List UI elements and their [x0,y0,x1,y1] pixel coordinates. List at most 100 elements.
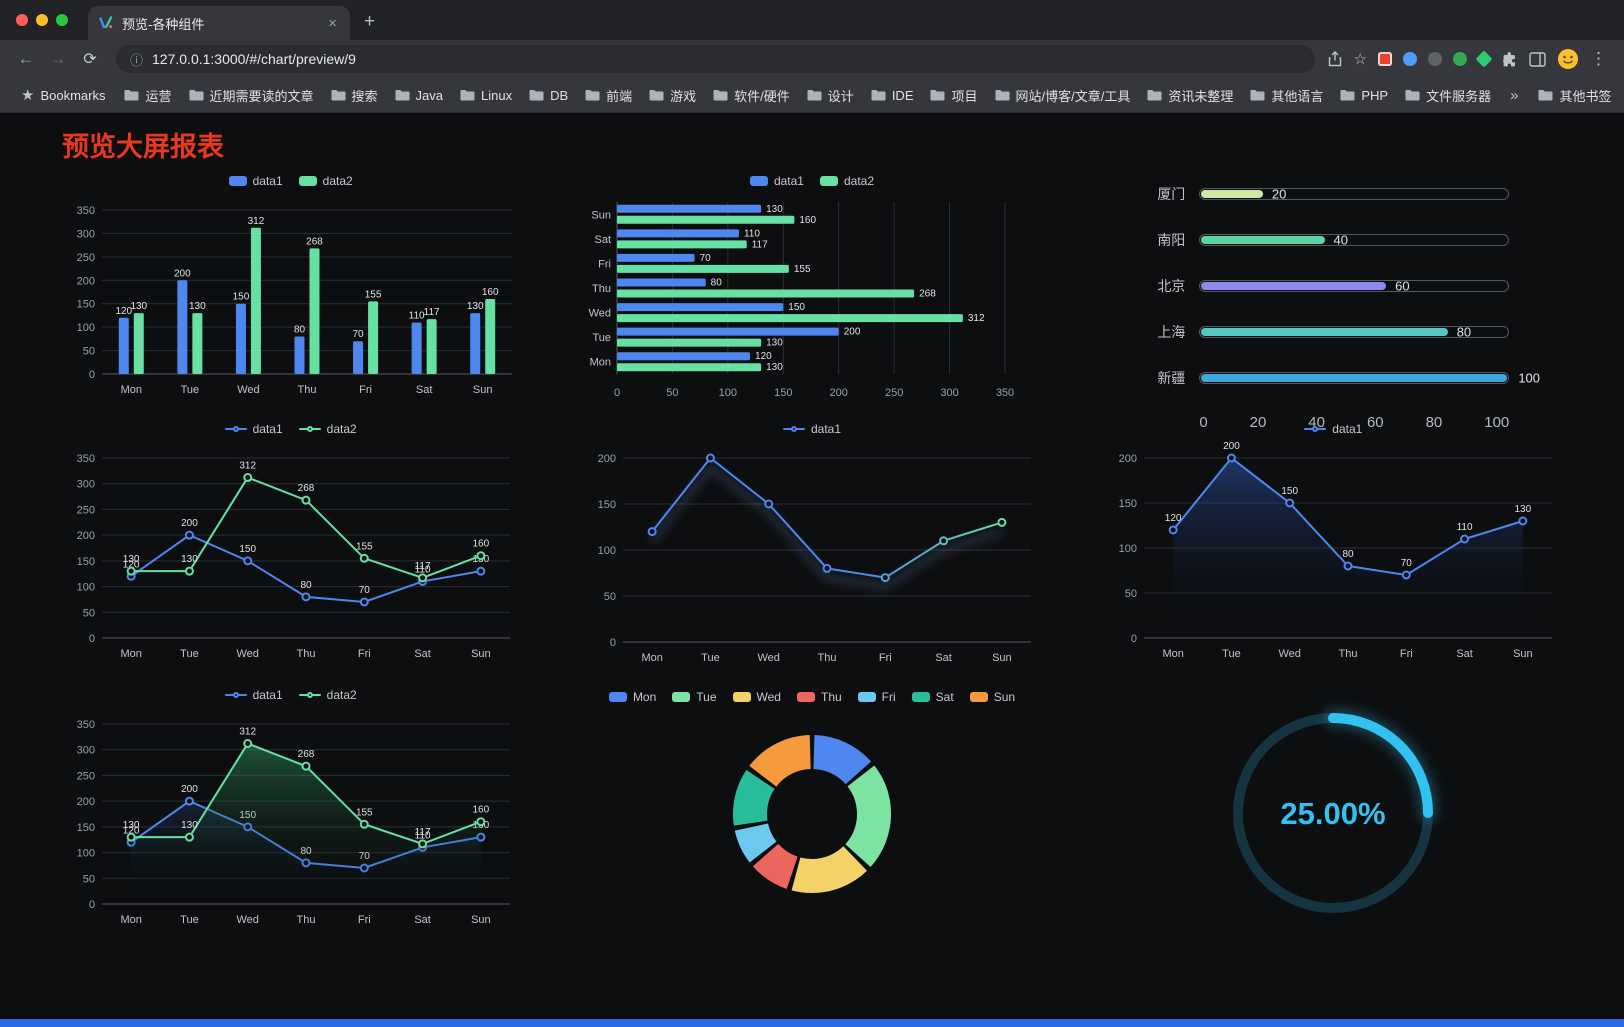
tab-favicon [98,15,114,31]
legend-item[interactable]: Sat [911,690,954,704]
share-icon[interactable] [1327,51,1343,67]
menu-icon[interactable]: ⋮ [1590,49,1608,68]
progress-track[interactable]: 100 [1199,372,1540,385]
legend-swatch [228,176,247,186]
bookmark-star-icon[interactable]: ☆ [1353,51,1367,68]
new-tab-button[interactable]: + [364,11,376,32]
svg-text:250: 250 [76,252,94,264]
bookmark-item[interactable]: 前端 [577,82,639,109]
side-panel-icon[interactable] [1529,51,1546,67]
bookmarks-bar: ★ Bookmarks 运营 近期需要读的文章 搜索 Java Linux DB 前端 游戏 软… [0,78,1624,113]
line-chart-canvas[interactable]: 0 50 100 150 200 250 300 350 Mon Tue Wed Thu Fri Sat S… [56,708,526,930]
legend-item[interactable]: data1 [749,174,804,188]
progress-fill [1201,236,1325,244]
tab-close-icon[interactable]: × [328,14,337,32]
svg-text:117: 117 [423,307,439,318]
legend-item[interactable]: Mon [608,690,656,704]
progress-track[interactable]: 20 [1199,188,1510,201]
bookmark-item[interactable]: Java [387,84,450,107]
progress-fill [1201,328,1448,336]
donut-chart-canvas[interactable] [577,710,1047,924]
extensions-puzzle-icon[interactable] [1501,51,1518,68]
bookmark-item[interactable]: 软件/硬件 [705,82,797,109]
extension-icon[interactable] [1378,52,1392,66]
legend-item[interactable]: data1 [224,422,283,436]
extension-icon[interactable] [1403,52,1417,66]
line-chart-canvas[interactable]: 0 50 100 150 200 Mon Tue Wed Thu Fri Sat Sun 120 200 1… [1098,442,1568,664]
legend-item[interactable]: data2 [298,174,353,188]
window-close-button[interactable] [16,14,28,26]
site-info-icon[interactable]: ⓘ [130,52,144,68]
bookmark-label: Linux [481,87,513,103]
bookmark-label: Java [415,87,443,103]
legend-item[interactable]: data1 [782,422,841,436]
chart-gauge: 25.00% [1073,684,1594,942]
bookmark-item[interactable]: 近期需要读的文章 [181,82,321,109]
svg-text:Mon: Mon [120,648,141,660]
bar-chart-canvas[interactable]: 0 50 100 150 200 250 300 350 Mon Tue Wed Thu Fri Sat S… [56,194,526,400]
bookmark-label: 设计 [827,88,854,104]
bookmarks-manager[interactable]: ★ Bookmarks [14,82,112,108]
legend-swatch [672,692,691,702]
bookmark-item[interactable]: 游戏 [641,82,703,109]
address-bar[interactable]: ⓘ 127.0.0.1:3000/#/chart/preview/9 [116,45,1315,73]
line-chart-canvas[interactable]: 0 50 100 150 200 250 300 350 Mon Tue Wed Thu Fri Sat S… [56,442,526,664]
browser-tab[interactable]: 预览-各种组件 × [88,6,350,40]
bookmark-item[interactable]: Linux [452,84,519,107]
other-bookmarks[interactable]: 其他书签 [1530,82,1618,109]
line-chart-canvas[interactable]: 0 50 100 150 200 Mon Tue Wed Thu Fri Sat Sun [577,442,1047,668]
legend-item[interactable]: Tue [672,690,717,704]
gauge-chart-canvas[interactable]: 25.00% [1098,688,1568,938]
bookmark-item[interactable]: 其他语言 [1242,82,1330,109]
window-minimize-button[interactable] [36,14,48,26]
legend-item[interactable]: data1 [1304,422,1362,436]
back-button[interactable]: ← [17,49,35,68]
folder-icon [713,90,728,101]
legend-item[interactable]: Sun [969,690,1015,704]
bookmarks-list: 运营 近期需要读的文章 搜索 Java Linux DB 前端 游戏 软件/硬件 设计 IDE 项目 网… [116,82,1498,109]
extension-icon[interactable] [1475,50,1493,68]
progress-track[interactable]: 40 [1199,234,1510,247]
svg-text:300: 300 [76,228,94,240]
window-zoom-button[interactable] [56,14,68,26]
extension-icon[interactable] [1453,52,1467,66]
bookmark-item[interactable]: 网站/博客/文章/工具 [987,82,1138,109]
progress-row: 新疆 100 [1157,368,1540,388]
browser-toolbar: ← → ⟳ ⓘ 127.0.0.1:3000/#/chart/preview/9… [0,40,1624,78]
url-text[interactable]: 127.0.0.1:3000/#/chart/preview/9 [152,51,356,67]
extension-icon[interactable] [1428,52,1442,66]
svg-text:150: 150 [76,556,94,568]
bookmark-item[interactable]: 资讯未整理 [1139,82,1240,109]
svg-text:200: 200 [76,796,94,808]
svg-text:200: 200 [76,530,94,542]
progress-track[interactable]: 80 [1199,326,1510,339]
bookmark-item[interactable]: 搜索 [323,82,385,109]
legend-item[interactable]: Wed [732,690,781,704]
bookmark-item[interactable]: PHP [1332,84,1395,107]
bookmark-item[interactable]: IDE [863,84,921,107]
profile-avatar[interactable] [1557,48,1579,70]
bookmark-item[interactable]: 设计 [799,82,861,109]
bookmark-item[interactable]: 运营 [116,82,178,109]
bookmarks-overflow-icon[interactable]: » [1510,86,1519,104]
legend-item[interactable]: Fri [857,690,896,704]
svg-text:Thu: Thu [297,384,316,396]
bookmark-item[interactable]: 文件服务器 [1397,82,1498,109]
svg-text:Fri: Fri [1400,648,1413,660]
legend-item[interactable]: data2 [298,422,357,436]
legend-item[interactable]: Thu [796,690,842,704]
legend-item[interactable]: data1 [228,174,283,188]
legend-item[interactable]: data1 [224,688,283,702]
svg-text:Sun: Sun [471,648,491,660]
progress-track[interactable]: 60 [1199,280,1510,293]
svg-text:120: 120 [122,559,139,570]
legend-item[interactable]: data2 [298,688,357,702]
bookmark-item[interactable]: 项目 [922,82,984,109]
bookmark-label: IDE [891,87,914,103]
svg-text:150: 150 [1282,486,1299,497]
reload-button[interactable]: ⟳ [83,51,97,68]
forward-button[interactable]: → [49,49,67,68]
bookmark-item[interactable]: DB [521,84,575,107]
legend-item[interactable]: data2 [819,174,874,188]
